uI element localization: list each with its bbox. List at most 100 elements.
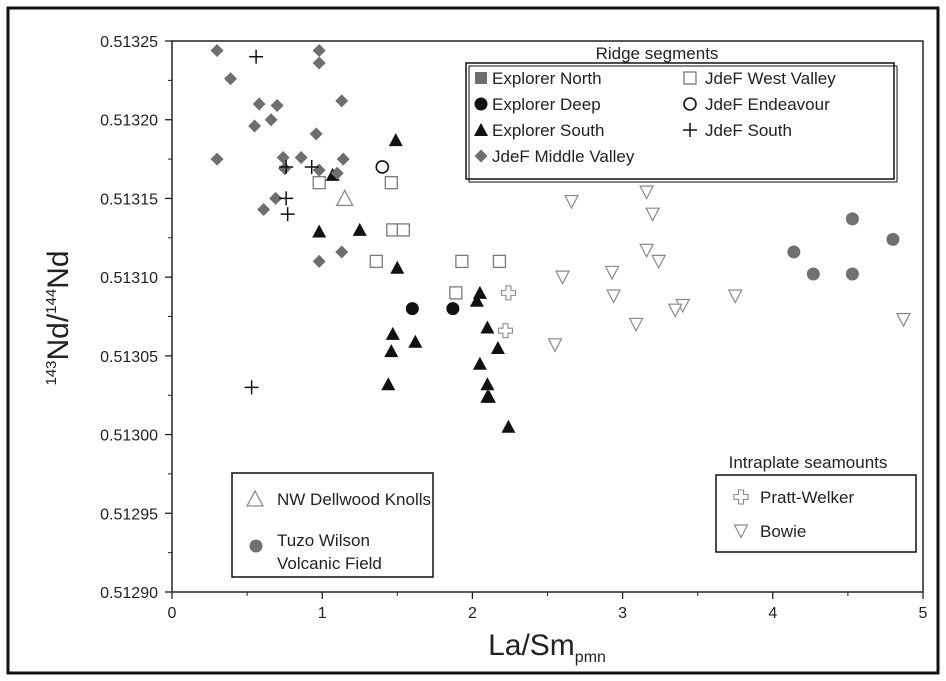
point-jdef-middle-valley xyxy=(312,43,326,57)
point-bowie xyxy=(727,289,743,304)
point-bowie xyxy=(639,185,655,200)
point-jdef-south xyxy=(304,159,319,174)
x-tick-label: 2 xyxy=(468,605,477,622)
point-explorer-south xyxy=(384,344,399,358)
y-tick-label: 0.51300 xyxy=(100,428,158,445)
point-bowie xyxy=(645,207,661,222)
legend-label-explorer-deep: Explorer Deep xyxy=(492,95,601,114)
point-explorer-south xyxy=(385,326,400,340)
legend-ridge-title: Ridge segments xyxy=(596,44,719,63)
point-explorer-south xyxy=(408,334,423,348)
point-jdef-west-valley xyxy=(312,176,326,190)
legend-marker-explorer-north xyxy=(475,72,487,84)
point-bowie xyxy=(547,338,563,353)
legend-marker-nw-dellwood-knolls xyxy=(245,489,265,507)
legend-ridge-box xyxy=(465,62,895,180)
y-tick-label: 0.51290 xyxy=(100,585,158,602)
point-bowie xyxy=(895,313,911,328)
y-tick-label: 0.51320 xyxy=(100,113,158,130)
legend-dellwood-tuzo: NW Dellwood Knolls Tuzo Wilson Volcanic Fi… xyxy=(231,472,434,578)
y-axis-title-superscript-1: 143 xyxy=(43,361,60,386)
point-jdef-middle-valley xyxy=(312,254,326,268)
point-jdef-middle-valley xyxy=(257,202,271,216)
point-explorer-south xyxy=(490,340,505,354)
legend-label-explorer-north: Explorer North xyxy=(492,69,602,88)
point-jdef-middle-valley xyxy=(335,94,349,108)
point-jdef-middle-valley xyxy=(210,43,224,57)
x-axis-title: La/Smpmn xyxy=(488,629,606,666)
point-jdef-south xyxy=(280,207,295,222)
legend-label-tuzo-wilson-volcanic-field: Tuzo Wilson Volcanic Field xyxy=(277,531,382,573)
point-bowie xyxy=(651,254,667,270)
y-axis-title-part-1: Nd/ xyxy=(42,313,75,360)
point-jdef-middle-valley xyxy=(248,119,262,133)
point-bowie xyxy=(667,303,683,319)
legend-intraplate-title: Intraplate seamounts xyxy=(729,453,888,472)
point-jdef-middle-valley xyxy=(210,152,224,166)
point-jdef-west-valley xyxy=(369,254,383,269)
legend-label-explorer-south: Explorer South xyxy=(492,121,604,140)
data-points xyxy=(210,43,911,433)
point-jdef-middle-valley xyxy=(294,150,308,164)
legend-ridge-segments: Ridge segments Explorer North Explorer De… xyxy=(465,44,898,183)
point-bowie xyxy=(564,194,580,210)
point-jdef-west-valley xyxy=(449,286,463,300)
x-tick-label: 0 xyxy=(168,605,177,622)
legend-marker-jdef-south xyxy=(683,123,697,137)
point-jdef-middle-valley xyxy=(278,162,292,176)
point-explorer-south xyxy=(381,377,396,391)
point-jdef-south xyxy=(279,159,294,174)
x-axis: 0 1 2 3 4 5 xyxy=(168,592,928,622)
point-bowie xyxy=(604,265,620,281)
legend-label-bowie: Bowie xyxy=(760,522,806,541)
legend-label-jdef-endeavour: JdeF Endeavour xyxy=(705,95,830,114)
legend-marker-explorer-deep xyxy=(474,97,488,111)
point-explorer-south xyxy=(501,419,516,433)
y-axis: 0.51290 0.51295 0.51300 0.51305 0.51310 0.513… xyxy=(100,34,172,602)
point-jdef-west-valley xyxy=(455,254,469,269)
legend-intraplate-seamounts: Intraplate seamounts Pratt-Welker Bowie xyxy=(715,453,917,553)
x-axis-title-subscript: pmn xyxy=(575,649,606,666)
point-tuzo-wilson-volcanic-field xyxy=(845,267,859,281)
legend-marker-pratt-welker xyxy=(733,489,749,505)
point-jdef-south xyxy=(279,191,294,206)
y-tick-label: 0.51325 xyxy=(100,34,158,51)
point-explorer-deep xyxy=(405,302,419,316)
legend-marker-jdef-middle-valley xyxy=(474,149,488,163)
point-jdef-west-valley xyxy=(492,254,507,269)
y-axis-title: 143Nd/144Nd xyxy=(42,250,75,385)
legend-dellwood-box xyxy=(231,472,434,578)
legend-label-jdef-south: JdeF South xyxy=(705,121,792,140)
point-explorer-south xyxy=(390,260,405,274)
point-jdef-west-valley xyxy=(384,176,398,190)
legend-label-nw-dellwood-knolls: NW Dellwood Knolls xyxy=(277,490,431,509)
point-bowie xyxy=(606,289,622,304)
point-explorer-south xyxy=(469,293,484,307)
x-tick-label: 5 xyxy=(919,605,928,622)
point-jdef-middle-valley xyxy=(269,191,283,205)
x-tick-label: 3 xyxy=(618,605,627,622)
legend-marker-tuzo-wilson-volcanic-field xyxy=(249,539,263,553)
point-jdef-middle-valley xyxy=(252,97,266,111)
legend-label-jdef-middle-valley: JdeF Middle Valley xyxy=(492,147,635,166)
legend-marker-jdef-endeavour xyxy=(683,97,697,111)
point-jdef-south xyxy=(249,49,264,64)
y-tick-label: 0.51315 xyxy=(100,191,158,208)
point-explorer-south xyxy=(472,356,487,370)
point-jdef-south xyxy=(244,380,259,395)
point-jdef-middle-valley xyxy=(309,127,323,141)
point-jdef-middle-valley xyxy=(264,113,278,127)
legend-ridge-box-shadow xyxy=(468,65,898,183)
point-explorer-deep xyxy=(446,302,460,316)
y-axis-title-superscript-2: 144 xyxy=(43,289,60,314)
legend-marker-bowie xyxy=(733,524,749,539)
point-jdef-endeavour xyxy=(375,160,390,174)
point-pratt-welker xyxy=(500,285,516,301)
point-explorer-south xyxy=(480,320,495,334)
y-tick-label: 0.51310 xyxy=(100,270,158,287)
point-bowie xyxy=(639,243,655,259)
y-axis-title-part-2: Nd xyxy=(42,250,75,288)
figure-frame xyxy=(6,6,940,675)
legend-label-jdef-west-valley: JdeF West Valley xyxy=(705,69,836,88)
